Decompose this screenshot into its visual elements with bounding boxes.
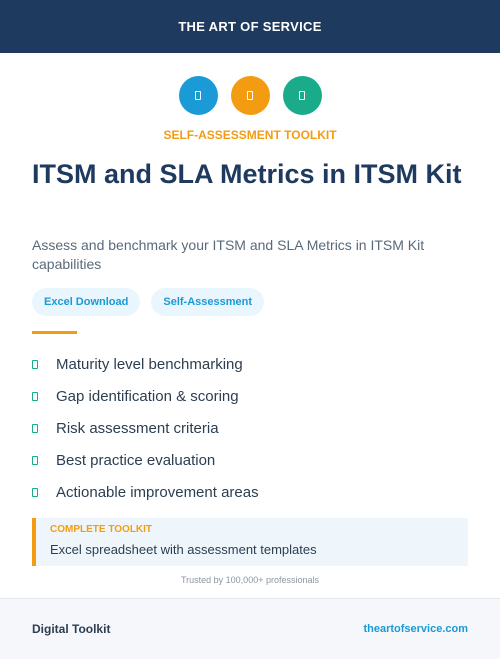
tag-self-assessment: Self-Assessment	[151, 288, 265, 316]
page-title: ITSM and SLA Metrics in ITSM Kit	[32, 159, 462, 189]
feature-item: Gap identification & scoring	[32, 380, 259, 412]
file-icon	[178, 76, 218, 115]
feature-label: Gap identification & scoring	[56, 387, 239, 405]
check-icon	[32, 487, 38, 497]
brand-name: THE ART OF SERVICE	[178, 19, 322, 34]
feature-label: Best practice evaluation	[56, 451, 216, 469]
feature-item: Maturity level benchmarking	[32, 348, 259, 380]
toolkit-callout: COMPLETE TOOLKIT Excel spreadsheet with …	[32, 518, 468, 566]
check-icon	[32, 359, 38, 369]
page-subtitle: Assess and benchmark your ITSM and SLA M…	[32, 237, 425, 272]
feature-item: Actionable improvement areas	[32, 476, 259, 508]
file-icon	[230, 76, 270, 115]
callout-text: Excel spreadsheet with assessment templa…	[50, 542, 317, 557]
feature-label: Risk assessment criteria	[56, 419, 219, 437]
file-icon	[282, 76, 322, 115]
trusted-note: Trusted by 100,000+ professionals	[180, 575, 319, 585]
eyebrow-label: SELF-ASSESSMENT TOOLKIT	[163, 128, 337, 142]
brand-header: THE ART OF SERVICE	[0, 0, 500, 53]
tag-list: Excel Download Self-Assessment	[32, 288, 265, 316]
feature-list: Maturity level benchmarking Gap identifi…	[32, 348, 259, 508]
tag-excel-download: Excel Download	[32, 288, 141, 316]
feature-item: Best practice evaluation	[32, 444, 259, 476]
callout-label: COMPLETE TOOLKIT	[50, 524, 153, 535]
check-icon	[32, 391, 38, 401]
check-icon	[32, 455, 38, 465]
footer: Digital Toolkit theartofservice.com	[0, 598, 500, 659]
feature-label: Maturity level benchmarking	[56, 355, 243, 373]
accent-divider	[32, 331, 77, 334]
feature-label: Actionable improvement areas	[56, 483, 259, 501]
check-icon	[32, 423, 38, 433]
feature-item: Risk assessment criteria	[32, 412, 259, 444]
footer-label: Digital Toolkit	[32, 622, 111, 636]
icon-row	[0, 76, 500, 115]
website-link[interactable]: theartofservice.com	[363, 623, 468, 635]
